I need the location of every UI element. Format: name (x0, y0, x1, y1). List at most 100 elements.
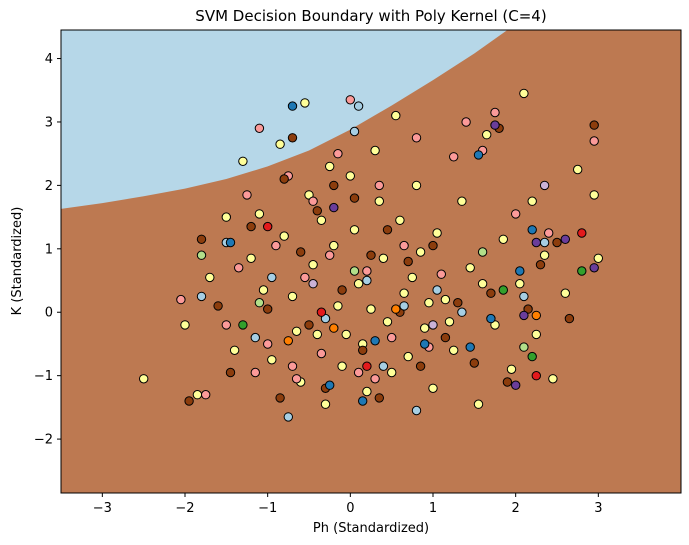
data-point (279, 231, 289, 241)
y-tick-label: 0 (45, 306, 53, 321)
data-point (531, 310, 541, 321)
data-point (201, 390, 211, 400)
x-tick-label: 0 (346, 501, 354, 516)
data-point (387, 367, 397, 378)
data-point (382, 225, 393, 235)
data-point (283, 336, 293, 346)
data-point (502, 377, 513, 387)
data-point (353, 367, 364, 378)
data-point (250, 367, 261, 378)
data-point (391, 110, 401, 121)
data-point (428, 320, 438, 330)
data-point (316, 348, 327, 359)
data-point (353, 101, 364, 111)
data-point (329, 323, 339, 333)
data-point (308, 196, 318, 206)
data-point (362, 275, 372, 286)
data-point (391, 304, 401, 314)
data-point (428, 383, 438, 393)
data-point (469, 358, 479, 368)
data-point (304, 320, 314, 330)
data-point (589, 120, 599, 130)
data-point (221, 212, 232, 222)
x-tick-label: 1 (429, 501, 437, 516)
data-point (229, 345, 240, 355)
data-point (263, 339, 273, 349)
data-point (465, 263, 475, 273)
data-point (366, 304, 376, 314)
data-point (362, 361, 372, 371)
data-point (482, 130, 492, 140)
data-point (374, 180, 384, 191)
data-point (349, 225, 360, 235)
data-point (560, 234, 570, 245)
data-point (296, 247, 306, 257)
data-point (287, 101, 298, 111)
data-point (325, 380, 335, 390)
x-tick-label: −1 (258, 501, 277, 516)
data-point (539, 180, 550, 191)
data-point (370, 145, 380, 156)
data-point (358, 396, 368, 406)
data-point (527, 225, 537, 235)
data-point (436, 269, 446, 279)
data-point (531, 371, 541, 381)
data-point (333, 149, 343, 159)
y-tick-label: 2 (45, 179, 53, 194)
data-point (337, 285, 347, 295)
data-point (250, 332, 261, 343)
data-point (424, 298, 434, 308)
data-point (308, 279, 318, 289)
data-point (428, 240, 438, 251)
data-point (238, 320, 248, 330)
data-point (275, 393, 285, 403)
data-point (486, 313, 496, 324)
data-point (395, 215, 405, 226)
data-point (420, 339, 430, 349)
data-point (564, 313, 575, 324)
data-point (577, 228, 587, 238)
data-point (461, 117, 471, 127)
data-point (196, 250, 207, 260)
x-tick-label: −3 (93, 501, 112, 516)
data-point (473, 399, 484, 409)
data-point (515, 266, 525, 276)
data-point (486, 288, 496, 298)
data-point (415, 361, 426, 371)
data-point (329, 240, 339, 251)
data-point (287, 133, 298, 143)
data-point (490, 120, 500, 130)
scatter-points (139, 88, 603, 422)
data-point (411, 180, 422, 191)
data-point (420, 323, 430, 333)
data-point (370, 336, 380, 346)
data-point (589, 190, 599, 200)
data-point (192, 390, 203, 400)
data-point (341, 329, 351, 340)
data-point (312, 206, 322, 216)
data-point (411, 133, 422, 143)
y-axis-label: K (Standardized) (10, 207, 25, 316)
x-tick-label: −2 (175, 501, 194, 516)
data-point (539, 237, 550, 248)
data-point (287, 361, 298, 371)
data-point (498, 234, 508, 245)
data-point (271, 240, 281, 251)
data-point (221, 320, 232, 330)
data-point (511, 380, 521, 390)
data-point (560, 288, 570, 298)
data-point (399, 301, 409, 311)
data-point (548, 374, 558, 384)
data-point (362, 266, 372, 276)
data-point (440, 332, 451, 343)
x-tick-label: 2 (512, 501, 520, 516)
data-point (519, 88, 529, 99)
data-point (254, 298, 265, 308)
data-point (275, 139, 285, 149)
data-point (325, 250, 335, 260)
data-point (345, 171, 355, 181)
y-tick-label: 4 (45, 52, 53, 67)
data-point (300, 272, 310, 283)
data-point (432, 285, 442, 295)
